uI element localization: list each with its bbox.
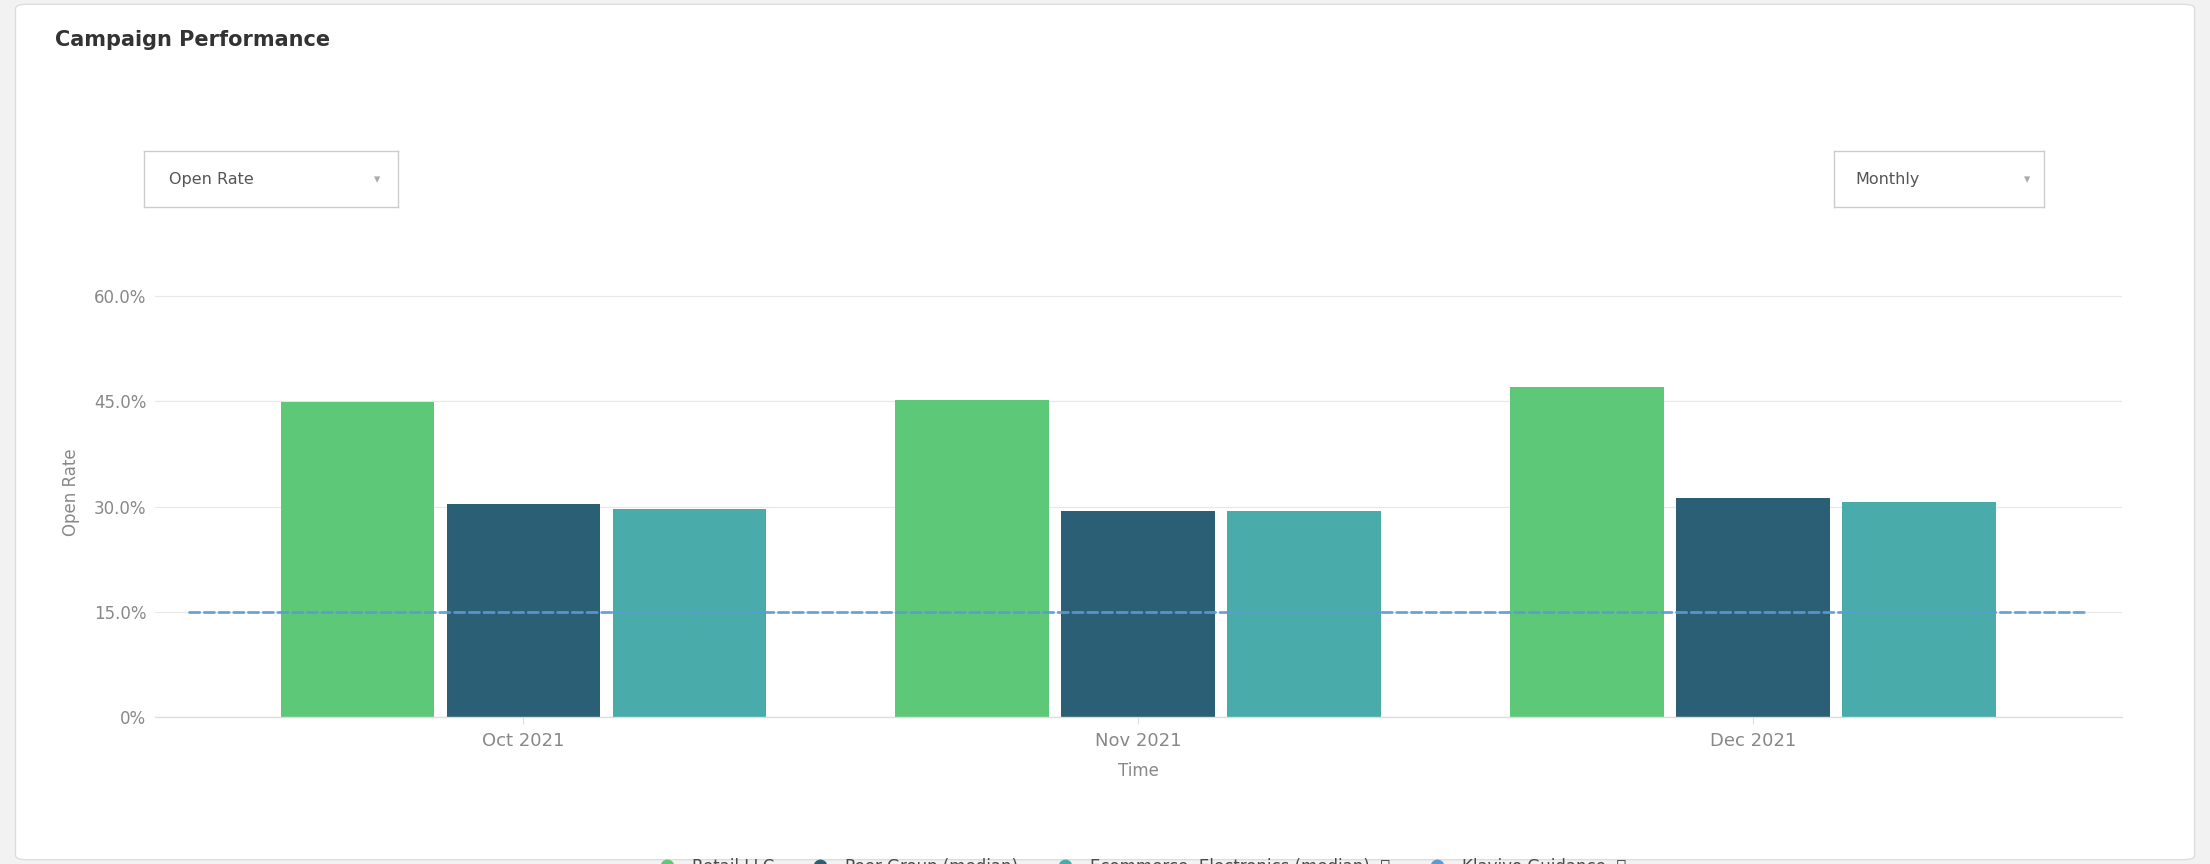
Text: Monthly: Monthly	[1854, 172, 1920, 187]
Bar	[446, 505, 601, 717]
Bar	[1509, 387, 1664, 717]
Bar	[612, 509, 767, 717]
Text: Open Rate: Open Rate	[168, 172, 254, 187]
Bar	[1061, 511, 1216, 717]
Y-axis label: Open Rate: Open Rate	[62, 448, 80, 537]
Legend: Retail LLC, Peer Group (median), Ecommerce, Electronics (median)  ⓘ, Klaviyo Gui: Retail LLC, Peer Group (median), Ecommer…	[643, 851, 1633, 864]
Bar	[1227, 511, 1381, 717]
Bar	[281, 402, 435, 717]
Text: ▾: ▾	[2024, 173, 2031, 186]
X-axis label: Time: Time	[1118, 761, 1158, 779]
Bar	[1841, 502, 1996, 717]
Bar	[1675, 498, 1830, 717]
Text: Campaign Performance: Campaign Performance	[55, 30, 329, 50]
Bar	[895, 400, 1050, 717]
Text: ▾: ▾	[373, 173, 380, 186]
